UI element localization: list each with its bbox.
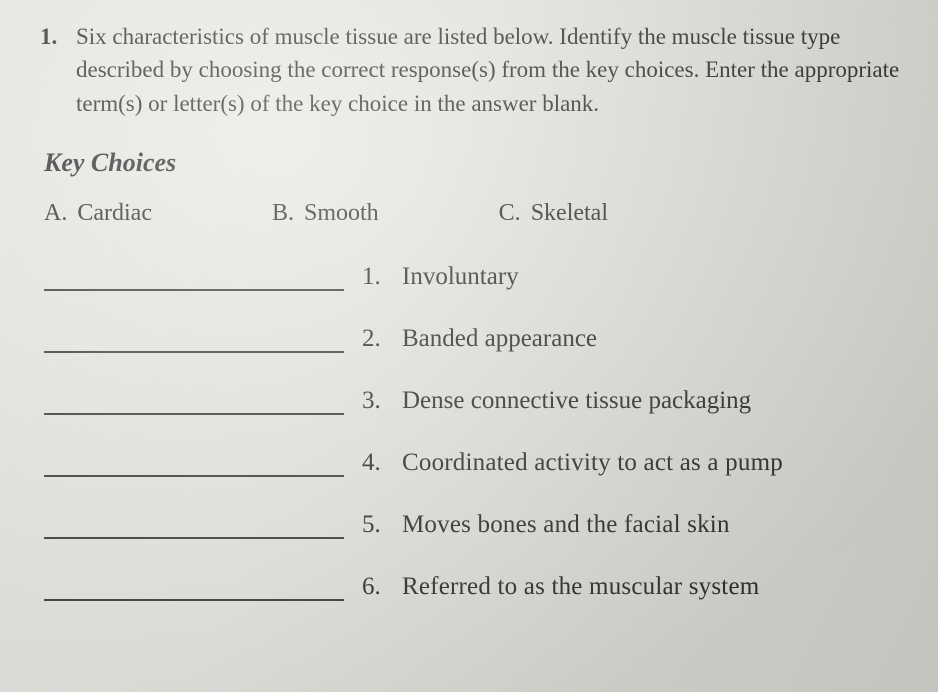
key-choices-heading: Key Choices	[44, 148, 920, 178]
choice-b: B. Smooth	[272, 200, 379, 227]
question-block: 1. Six characteristics of muscle tissue …	[40, 20, 920, 120]
answer-blank[interactable]	[44, 513, 344, 539]
answer-blank[interactable]	[44, 451, 344, 477]
choice-a: A. Cardiac	[44, 200, 152, 227]
choice-letter: A.	[44, 200, 67, 226]
item-row: 3. Dense connective tissue packaging	[44, 387, 920, 415]
choice-label: Smooth	[304, 200, 379, 226]
item-number: 5.	[362, 511, 384, 539]
answer-items: 1. Involuntary 2. Banded appearance 3. D…	[44, 263, 920, 601]
item-text: Coordinated activity to act as a pump	[402, 449, 783, 477]
answer-blank[interactable]	[44, 389, 344, 415]
item-text: Involuntary	[402, 263, 519, 291]
choice-label: Skeletal	[531, 200, 608, 226]
item-number: 2.	[362, 325, 384, 353]
question-text: Six characteristics of muscle tissue are…	[76, 20, 920, 120]
key-choices-row: A. Cardiac B. Smooth C. Skeletal	[44, 200, 920, 227]
item-row: 1. Involuntary	[44, 263, 920, 291]
item-number: 1.	[362, 263, 384, 291]
item-row: 6. Referred to as the muscular system	[44, 573, 920, 601]
item-text: Banded appearance	[402, 325, 597, 353]
choice-label: Cardiac	[77, 200, 152, 226]
answer-blank[interactable]	[44, 575, 344, 601]
choice-c: C. Skeletal	[499, 200, 608, 227]
choice-letter: C.	[499, 200, 521, 226]
question-number: 1.	[40, 20, 62, 120]
answer-blank[interactable]	[44, 327, 344, 353]
item-number: 4.	[362, 449, 384, 477]
item-row: 4. Coordinated activity to act as a pump	[44, 449, 920, 477]
item-number: 3.	[362, 387, 384, 415]
item-text: Referred to as the muscular system	[402, 573, 759, 601]
item-text: Moves bones and the facial skin	[402, 511, 730, 539]
item-number: 6.	[362, 573, 384, 601]
item-row: 5. Moves bones and the facial skin	[44, 511, 920, 539]
item-row: 2. Banded appearance	[44, 325, 920, 353]
item-text: Dense connective tissue packaging	[402, 387, 751, 415]
choice-letter: B.	[272, 200, 294, 226]
answer-blank[interactable]	[44, 265, 344, 291]
